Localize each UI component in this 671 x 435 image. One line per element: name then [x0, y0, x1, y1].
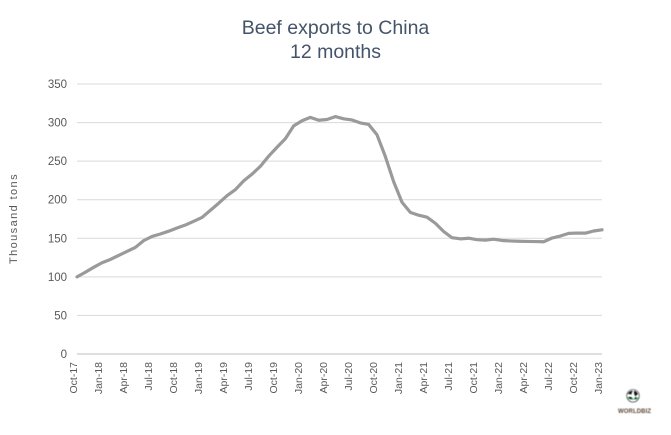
svg-text:Jul-19: Jul-19 — [243, 362, 255, 391]
svg-text:0: 0 — [61, 349, 67, 361]
svg-text:Jan-20: Jan-20 — [293, 362, 305, 394]
svg-text:Apr-19: Apr-19 — [218, 362, 230, 394]
svg-text:Jul-18: Jul-18 — [143, 362, 155, 391]
svg-text:Apr-22: Apr-22 — [518, 362, 530, 394]
svg-text:Apr-18: Apr-18 — [118, 362, 130, 394]
svg-text:Oct-21: Oct-21 — [468, 362, 480, 394]
svg-text:Oct-17: Oct-17 — [68, 362, 80, 394]
svg-text:Jan-18: Jan-18 — [93, 362, 105, 394]
svg-text:50: 50 — [54, 310, 67, 322]
svg-text:Jul-21: Jul-21 — [443, 362, 455, 391]
svg-text:Oct-20: Oct-20 — [368, 362, 380, 394]
svg-text:Apr-20: Apr-20 — [318, 362, 330, 394]
svg-text:Jul-22: Jul-22 — [543, 362, 555, 391]
svg-text:Jan-19: Jan-19 — [193, 362, 205, 394]
svg-text:Oct-22: Oct-22 — [568, 362, 580, 394]
svg-text:Jan-21: Jan-21 — [393, 362, 405, 394]
svg-text:Jul-20: Jul-20 — [343, 362, 355, 391]
svg-text:200: 200 — [48, 195, 67, 207]
svg-text:100: 100 — [48, 272, 67, 284]
svg-text:Oct-19: Oct-19 — [268, 362, 280, 394]
svg-text:Jan-23: Jan-23 — [593, 362, 605, 394]
svg-text:150: 150 — [48, 233, 67, 245]
svg-text:Jan-22: Jan-22 — [493, 362, 505, 394]
svg-text:250: 250 — [48, 156, 67, 168]
svg-text:Apr-21: Apr-21 — [418, 362, 430, 394]
svg-text:300: 300 — [48, 118, 67, 130]
svg-text:Oct-18: Oct-18 — [168, 362, 180, 394]
svg-text:350: 350 — [48, 79, 67, 91]
